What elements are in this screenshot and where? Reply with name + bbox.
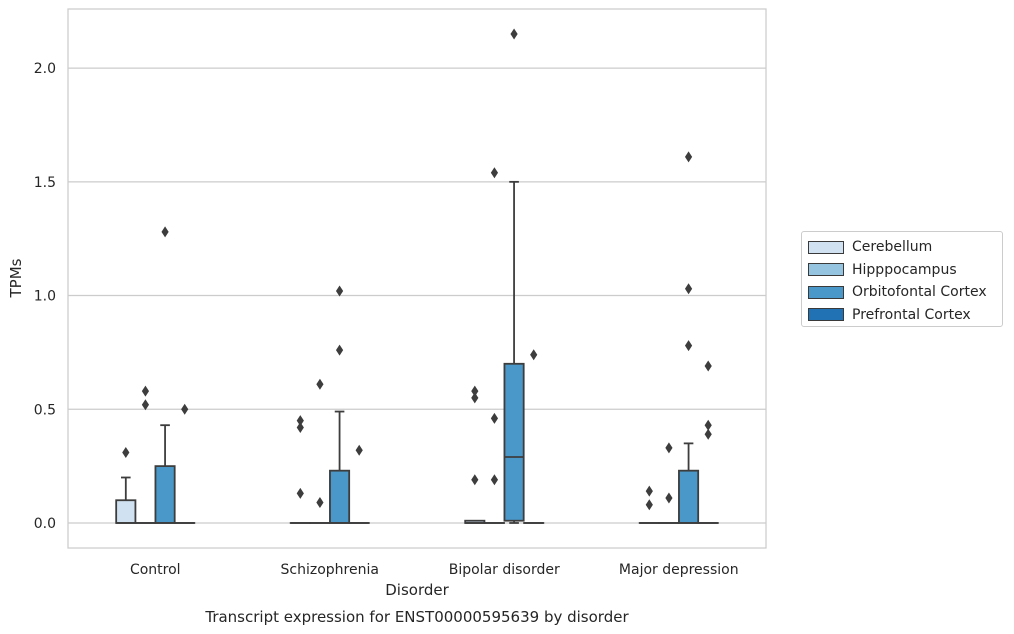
box-iqr — [154, 465, 176, 524]
x-tick-label: Bipolar disorder — [449, 562, 560, 578]
box-schizophrenia-prefrontal-cortex — [348, 444, 370, 524]
box-bipolar-disorder-hipppocampus — [483, 167, 505, 524]
legend: Cerebellum Hipppocampus Orbitofontal Corte… — [801, 231, 1003, 327]
box-control-orbitofontal-cortex — [154, 226, 176, 524]
legend-item: Prefrontal Cortex — [808, 304, 1002, 327]
legend-item: Hipppocampus — [808, 259, 1002, 282]
legend-label: Hipppocampus — [852, 261, 957, 278]
legend-swatch — [808, 308, 844, 322]
box-major-depression-prefrontal-cortex — [697, 360, 719, 524]
y-tick-label: 1.5 — [34, 175, 56, 191]
legend-swatch — [808, 285, 844, 299]
outlier-point — [296, 415, 304, 427]
outlier-point — [471, 474, 479, 486]
box-bipolar-disorder-cerebellum — [464, 385, 486, 524]
box-iqr — [678, 469, 700, 524]
outlier-point — [316, 497, 324, 509]
gridlines — [68, 67, 766, 524]
plot-area-frame — [67, 8, 767, 549]
outlier-point — [684, 151, 693, 163]
outlier-point — [141, 385, 150, 397]
box-schizophrenia-cerebellum — [289, 415, 311, 524]
box-major-depression-cerebellum — [638, 485, 660, 524]
outlier-point — [684, 340, 693, 352]
outlier-point — [645, 485, 653, 497]
y-tick-label: 2.0 — [34, 61, 56, 77]
x-tick-labels: Control Schizophrenia Bipolar disorder Majo… — [130, 562, 739, 578]
outlier-point — [141, 399, 150, 411]
y-tick-label: 1.0 — [34, 289, 56, 305]
box-major-depression-hipppocampus — [658, 442, 680, 524]
x-tick-label: Schizophrenia — [281, 562, 379, 578]
outlier-point — [704, 360, 712, 372]
box-iqr — [115, 499, 137, 524]
outlier-point — [665, 492, 673, 504]
legend-label: Cerebellum — [852, 239, 933, 256]
outlier-point — [335, 285, 344, 297]
x-tick-label: Major depression — [619, 562, 739, 578]
outlier-point — [181, 403, 189, 415]
box-control-hipppocampus — [134, 385, 156, 524]
legend-item: Orbitofontal Cortex — [808, 281, 1002, 304]
legend-item: Cerebellum — [808, 236, 1002, 259]
outlier-point — [471, 385, 479, 397]
legend-label: Orbitofontal Cortex — [852, 284, 987, 301]
box-schizophrenia-hipppocampus — [309, 378, 331, 524]
x-tick-label: Control — [130, 562, 181, 578]
box-iqr — [503, 362, 525, 522]
x-axis-label: Disorder — [385, 581, 449, 599]
outlier-point — [704, 428, 712, 440]
outlier-point — [355, 444, 363, 456]
outlier-point — [510, 28, 518, 40]
box-schizophrenia-orbitofontal-cortex — [329, 285, 351, 524]
outlier-point — [704, 419, 712, 431]
outlier-point — [471, 392, 479, 404]
legend-swatch — [808, 240, 844, 254]
outlier-point — [296, 421, 304, 433]
box-bipolar-disorder-orbitofontal-cortex — [503, 28, 525, 524]
outlier-point — [684, 283, 693, 295]
outlier-point — [161, 226, 169, 238]
y-tick-label: 0.0 — [34, 516, 56, 532]
outlier-point — [490, 412, 499, 424]
y-tick-label: 0.5 — [34, 402, 56, 418]
outlier-point — [665, 442, 673, 454]
box-iqr — [329, 469, 351, 524]
outlier-point — [335, 344, 344, 356]
outlier-point — [316, 378, 324, 390]
outlier-point — [530, 349, 538, 361]
legend-swatch — [808, 263, 844, 277]
chart-title: Transcript expression for ENST0000059563… — [204, 608, 629, 626]
outlier-point — [296, 487, 304, 499]
box-bipolar-disorder-prefrontal-cortex — [523, 349, 545, 524]
y-tick-labels: 0.0 0.5 1.0 1.5 2.0 — [34, 61, 56, 532]
legend-label: Prefrontal Cortex — [852, 306, 971, 323]
outlier-point — [490, 167, 499, 179]
box-plot-marks — [115, 28, 719, 524]
outlier-point — [490, 474, 499, 486]
outlier-point — [645, 499, 653, 511]
box-control-cerebellum — [115, 446, 137, 524]
y-axis-label: TPMs — [7, 258, 25, 298]
box-major-depression-orbitofontal-cortex — [678, 151, 700, 524]
outlier-point — [122, 446, 130, 458]
box-control-prefrontal-cortex — [174, 403, 196, 524]
